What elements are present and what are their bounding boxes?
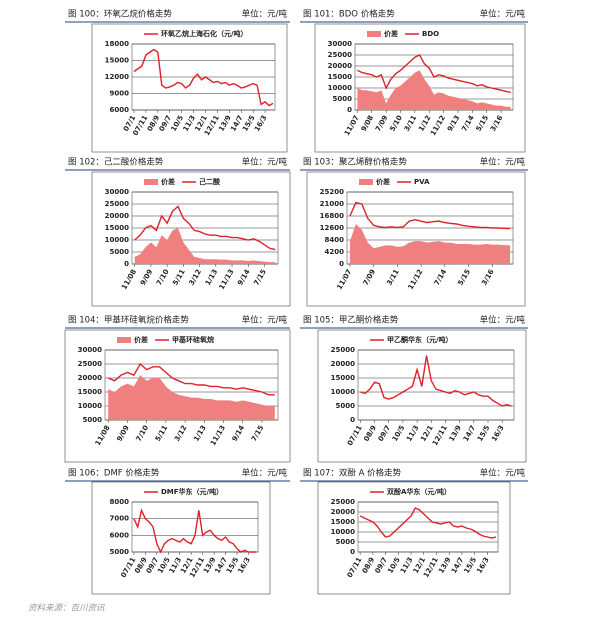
- legend-label: DMF华东（元/吨）: [161, 487, 223, 496]
- y-tick-label: 25000: [331, 498, 355, 506]
- y-tick-label: 15000: [328, 73, 352, 81]
- series-line: [359, 507, 497, 539]
- y-tick-label: 15000: [105, 224, 129, 232]
- y-tick-label: 15000: [331, 518, 355, 526]
- unit: 单位：元/吨: [242, 157, 288, 168]
- legend-swatch: [367, 31, 381, 37]
- y-tick-label: 7000: [110, 515, 130, 523]
- legend-swatch: [144, 179, 158, 185]
- plot-area: [357, 349, 515, 421]
- caption: 图 101：BDO 价格走势: [303, 9, 395, 20]
- y-tick-label: 20000: [78, 374, 102, 382]
- series-line: [349, 201, 511, 230]
- footer: 资料来源：百川资讯: [28, 603, 105, 614]
- y-tick-label: 30000: [78, 346, 102, 354]
- y-tick-label: 10000: [331, 528, 355, 536]
- y-tick-label: 5000: [110, 548, 130, 556]
- y-tick-label: 25000: [331, 346, 355, 354]
- caption: 图 106：DMF 价格走势: [68, 468, 160, 479]
- legend-label: 双酚A华东（元/吨）: [387, 487, 451, 496]
- y-tick-label: 18000: [105, 40, 129, 48]
- unit: 单位：元/吨: [242, 9, 288, 20]
- legend-label: 环氧乙烷上海石化（元/吨）: [161, 29, 248, 38]
- y-tick-label: 10000: [328, 84, 352, 92]
- y-tick-label: 0: [124, 260, 129, 268]
- y-tick-label: 10000: [78, 402, 102, 410]
- y-tick-label: 20000: [331, 360, 355, 368]
- legend-label: 价差: [376, 177, 390, 186]
- y-tick-label: 20000: [105, 212, 129, 220]
- series-area: [108, 375, 275, 420]
- unit: 单位：元/吨: [480, 9, 526, 20]
- y-tick-label: 6000: [110, 106, 130, 114]
- series-line: [360, 355, 512, 407]
- y-tick-label: 12600: [320, 224, 344, 232]
- legend-label: 价差: [384, 29, 398, 38]
- unit: 单位：元/吨: [242, 315, 288, 326]
- plot-area: [131, 501, 259, 553]
- y-tick-label: 0: [350, 416, 355, 424]
- y-tick-label: 0: [347, 106, 352, 114]
- y-tick-label: 5000: [336, 538, 356, 546]
- legend-label: PVA: [414, 178, 430, 186]
- y-tick-label: 15000: [78, 388, 102, 396]
- unit: 单位：元/吨: [480, 315, 526, 326]
- y-tick-label: 5000: [333, 95, 353, 103]
- y-tick-label: 21000: [320, 200, 344, 208]
- legend-swatch: [359, 179, 373, 185]
- y-tick-label: 15000: [105, 57, 129, 65]
- y-tick-label: 15000: [331, 374, 355, 382]
- legend-label: 价差: [134, 335, 148, 344]
- y-tick-label: 4200: [325, 248, 345, 256]
- y-tick-label: 6000: [110, 531, 130, 539]
- y-tick-label: 10000: [105, 236, 129, 244]
- y-tick-label: 30000: [105, 188, 129, 196]
- y-tick-label: 25000: [78, 360, 102, 368]
- unit: 单位：元/吨: [480, 468, 526, 479]
- caption: 图 103：聚乙烯醇价格走势: [303, 157, 407, 168]
- legend-label: 甲乙酮华东（元/吨）: [387, 335, 453, 344]
- y-tick-label: 20000: [328, 62, 352, 70]
- series-area: [349, 224, 511, 264]
- y-tick-label: 20000: [331, 508, 355, 516]
- series-area: [134, 228, 276, 264]
- y-tick-label: 25200: [320, 188, 344, 196]
- y-tick-label: 10000: [331, 388, 355, 396]
- y-tick-label: 12000: [105, 73, 129, 81]
- caption: 图 102：己二酸价格走势: [68, 157, 164, 168]
- y-tick-label: 16800: [320, 212, 344, 220]
- legend-label: 甲基环硅氧烷: [172, 335, 214, 344]
- y-tick-label: 5000: [83, 416, 103, 424]
- caption: 图 107：双酚 A 价格走势: [303, 468, 402, 479]
- y-tick-label: 25000: [328, 51, 352, 59]
- y-tick-label: 0: [339, 260, 344, 268]
- series-line: [133, 48, 274, 107]
- series-line: [357, 54, 511, 94]
- caption: 图 105：甲乙酮价格走势: [303, 315, 399, 326]
- y-tick-label: 0: [350, 548, 355, 556]
- caption: 图 100：环氧乙烷价格走势: [68, 9, 172, 20]
- y-tick-label: 8400: [325, 236, 345, 244]
- y-tick-label: 30000: [328, 40, 352, 48]
- unit: 单位：元/吨: [480, 157, 526, 168]
- series-line: [133, 508, 257, 554]
- plot-area: [357, 501, 499, 553]
- legend-swatch: [117, 337, 131, 343]
- series-line: [107, 362, 275, 396]
- caption: 图 104：甲基环硅氧烷价格走势: [68, 315, 189, 326]
- legend-label: 价差: [161, 177, 175, 186]
- legend-label: BDO: [422, 30, 439, 38]
- y-tick-label: 9000: [110, 90, 130, 98]
- unit: 单位：元/吨: [242, 468, 288, 479]
- y-tick-label: 25000: [105, 200, 129, 208]
- series-area: [357, 70, 511, 110]
- y-tick-label: 5000: [336, 402, 356, 410]
- series-line: [134, 205, 276, 251]
- legend-label: 己二酸: [199, 177, 221, 186]
- y-tick-label: 8000: [110, 498, 130, 506]
- y-tick-label: 5000: [110, 248, 130, 256]
